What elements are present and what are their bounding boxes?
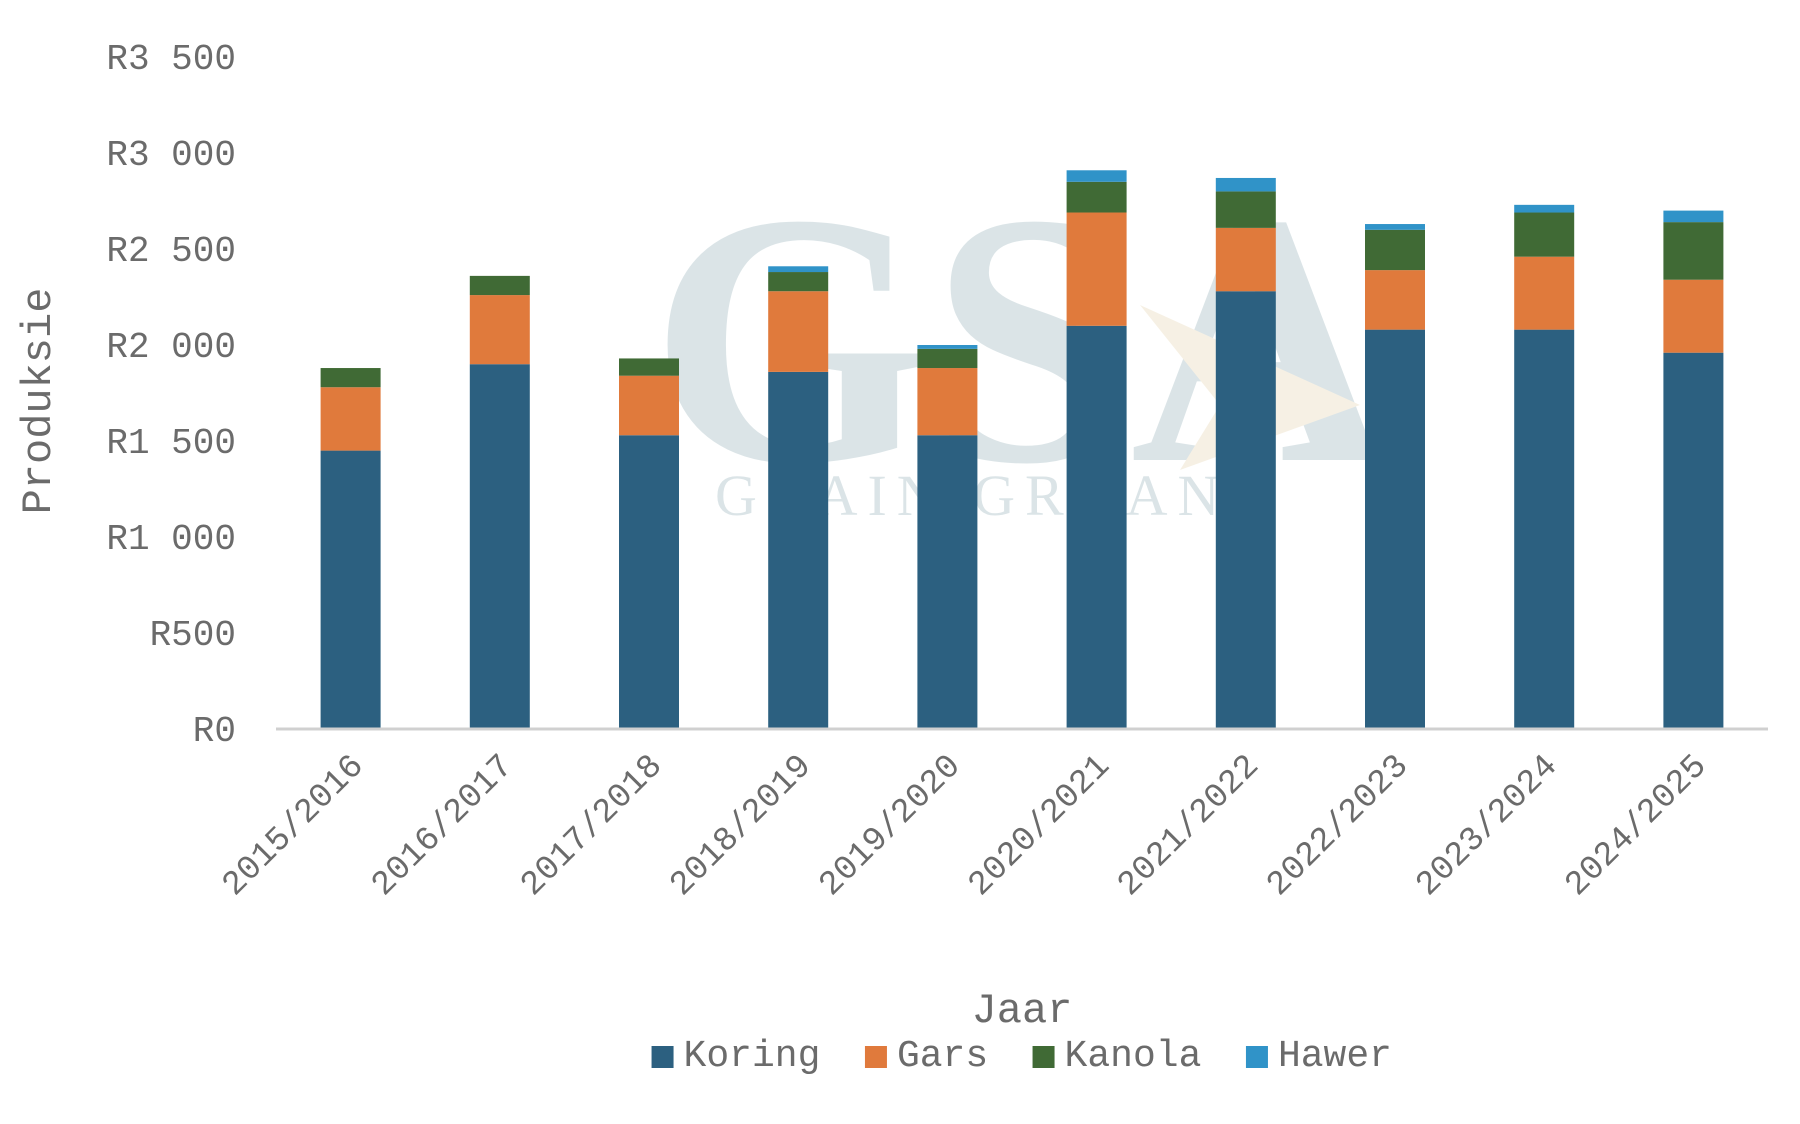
bars bbox=[320, 170, 1724, 729]
y-tick-label: R1 000 bbox=[106, 519, 236, 560]
legend-swatch bbox=[864, 1046, 887, 1068]
bar-gars-2017-2018 bbox=[619, 375, 679, 436]
x-tick-label: 2024/2025 bbox=[1558, 748, 1715, 905]
bar-kanola-2023-2024 bbox=[1514, 212, 1575, 257]
bar-gars-2021-2022 bbox=[1215, 227, 1276, 292]
x-tick-label: 2015/2016 bbox=[216, 748, 373, 905]
bar-kanola-2016-2017 bbox=[469, 275, 530, 296]
bar-gars-2024-2025 bbox=[1663, 279, 1724, 353]
bar-hawer-2022-2023 bbox=[1365, 224, 1425, 230]
legend-label: Koring bbox=[684, 1035, 821, 1078]
legend-item-hawer: Hawer bbox=[1245, 1035, 1392, 1078]
bar-gars-2018-2019 bbox=[768, 291, 829, 372]
legend-swatch bbox=[651, 1046, 674, 1068]
bar-koring-2023-2024 bbox=[1514, 329, 1575, 729]
legend-label: Gars bbox=[897, 1035, 988, 1078]
x-tick-label: 2021/2022 bbox=[1111, 748, 1268, 905]
bar-gars-2023-2024 bbox=[1514, 256, 1575, 330]
x-tick-label: 2023/2024 bbox=[1409, 748, 1566, 905]
y-tick-label: R2 000 bbox=[106, 327, 236, 368]
bar-gars-2019-2020 bbox=[917, 368, 978, 436]
legend-item-gars: Gars bbox=[864, 1035, 988, 1078]
bar-hawer-2021-2022 bbox=[1215, 177, 1276, 192]
bar-gars-2015-2016 bbox=[320, 387, 381, 451]
bar-hawer-2018-2019 bbox=[768, 266, 829, 273]
bar-koring-2016-2017 bbox=[469, 364, 530, 729]
bar-kanola-2018-2019 bbox=[768, 272, 829, 292]
legend-item-kanola: Kanola bbox=[1032, 1035, 1202, 1078]
bar-koring-2022-2023 bbox=[1365, 329, 1425, 729]
legend-item-koring: Koring bbox=[651, 1035, 821, 1078]
bar-kanola-2019-2020 bbox=[917, 348, 978, 369]
x-axis-ticks: 2015/20162016/20172017/20182018/20192019… bbox=[216, 748, 1716, 905]
legend-swatch bbox=[1245, 1046, 1268, 1068]
bar-kanola-2022-2023 bbox=[1365, 229, 1425, 271]
y-tick-label: R0 bbox=[193, 711, 236, 752]
legend: Koring Gars Kanola Hawer bbox=[651, 1035, 1392, 1078]
legend-label: Hawer bbox=[1278, 1035, 1392, 1078]
bar-gars-2022-2023 bbox=[1365, 270, 1425, 330]
x-tick-label: 2018/2019 bbox=[663, 748, 820, 905]
bar-kanola-2017-2018 bbox=[619, 358, 679, 376]
y-tick-label: R3 000 bbox=[106, 135, 236, 176]
legend-swatch bbox=[1032, 1046, 1055, 1068]
x-tick-label: 2016/2017 bbox=[365, 748, 522, 905]
y-axis-ticks: R0 R500 R1 000 R1 500 R2 000 R2 500 R3 000 R3 5… bbox=[106, 39, 236, 752]
x-tick-label: 2020/2021 bbox=[962, 748, 1119, 905]
bar-gars-2016-2017 bbox=[469, 295, 530, 365]
x-tick-label: 2019/2020 bbox=[812, 748, 969, 905]
bar-koring-2017-2018 bbox=[619, 435, 679, 729]
bar-koring-2018-2019 bbox=[768, 371, 829, 729]
bar-gars-2020-2021 bbox=[1066, 212, 1127, 326]
bar-kanola-2021-2022 bbox=[1215, 191, 1276, 228]
bar-hawer-2023-2024 bbox=[1514, 204, 1575, 213]
x-tick-label: 2022/2023 bbox=[1260, 748, 1417, 905]
bar-koring-2015-2016 bbox=[320, 450, 381, 729]
bar-kanola-2015-2016 bbox=[320, 368, 381, 388]
bar-hawer-2019-2020 bbox=[917, 345, 978, 349]
bar-koring-2019-2020 bbox=[917, 435, 978, 729]
bar-hawer-2020-2021 bbox=[1066, 170, 1127, 182]
y-tick-label: R2 500 bbox=[106, 231, 236, 272]
bar-koring-2021-2022 bbox=[1215, 291, 1276, 729]
bar-koring-2024-2025 bbox=[1663, 352, 1724, 729]
y-tick-label: R500 bbox=[150, 615, 236, 656]
bar-koring-2020-2021 bbox=[1066, 325, 1127, 729]
legend-label: Kanola bbox=[1065, 1035, 1202, 1078]
watermark-logo: GSA GRAIN GRAAN bbox=[650, 139, 1390, 538]
x-tick-label: 2017/2018 bbox=[514, 748, 671, 905]
y-tick-label: R1 500 bbox=[106, 423, 236, 464]
bar-kanola-2020-2021 bbox=[1066, 181, 1127, 213]
bar-kanola-2024-2025 bbox=[1663, 222, 1724, 280]
y-axis-title: Produksie bbox=[15, 288, 63, 515]
y-tick-label: R3 500 bbox=[106, 39, 236, 80]
bar-hawer-2024-2025 bbox=[1663, 210, 1724, 223]
x-axis-title: Jaar bbox=[972, 987, 1073, 1035]
